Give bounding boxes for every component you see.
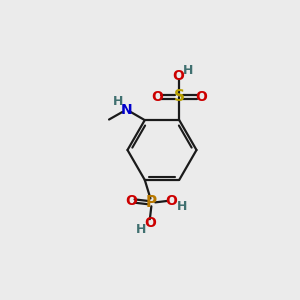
- Text: S: S: [174, 89, 185, 104]
- Text: O: O: [172, 69, 184, 83]
- Text: H: H: [112, 95, 123, 108]
- Text: H: H: [177, 200, 188, 213]
- Text: H: H: [136, 223, 146, 236]
- Text: O: O: [152, 90, 164, 104]
- Text: O: O: [195, 90, 207, 104]
- Text: O: O: [125, 194, 137, 208]
- Text: H: H: [183, 64, 194, 77]
- Text: P: P: [146, 195, 157, 210]
- Text: N: N: [120, 103, 132, 117]
- Text: O: O: [144, 216, 156, 230]
- Text: O: O: [166, 194, 177, 208]
